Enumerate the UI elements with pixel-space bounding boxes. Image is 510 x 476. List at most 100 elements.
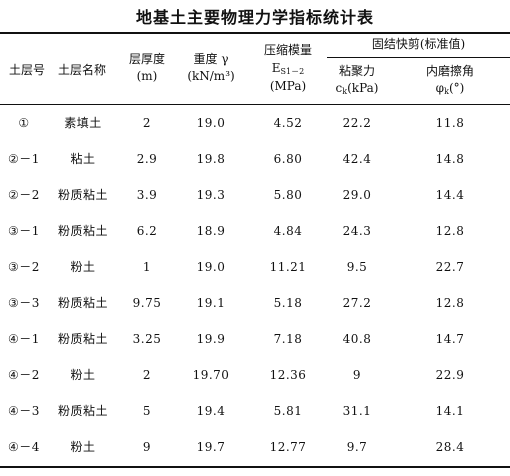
header-layer-name: 土层名称 (57, 63, 106, 77)
table-body: ① 素填土 2 19.0 4.52 22.2 11.8 ②－1 粘土 2.9 1… (0, 105, 510, 465)
cell-cohesion: 22.2 (342, 116, 372, 130)
cell-cohesion: 9.7 (346, 440, 368, 454)
table-row: ④－2 粉土 2 19.70 12.36 9 22.9 (0, 357, 510, 393)
cell-friction: 14.4 (435, 188, 465, 202)
cell-unit-weight: 19.0 (196, 260, 226, 274)
cell-layer-no: ④－4 (8, 440, 40, 454)
cell-unit-weight: 19.9 (196, 332, 226, 346)
cell-layer-no: ④－1 (8, 332, 40, 346)
table-title: 地基土主要物理力学指标统计表 (135, 8, 374, 27)
top-rule (0, 32, 510, 34)
table-row: ②－2 粉质粘土 3.9 19.3 5.80 29.0 14.4 (0, 177, 510, 213)
cell-cohesion: 9.5 (346, 260, 368, 274)
cohesion-symbol: c (335, 81, 343, 95)
cell-layer-name: 粉土 (70, 440, 96, 454)
table-row: ③－2 粉土 1 19.0 11.21 9.5 22.7 (0, 249, 510, 285)
cell-modulus: 5.18 (273, 296, 303, 310)
header-rule (0, 104, 510, 105)
cell-layer-name: 粉土 (70, 368, 96, 382)
cell-layer-no: ④－2 (8, 368, 40, 382)
table-row: ④－4 粉土 9 19.7 12.77 9.7 28.4 (0, 429, 510, 465)
header-friction-symbol-unit: φk(°) (400, 80, 500, 98)
modulus-symbol: E (271, 61, 281, 75)
cell-thickness: 1 (142, 260, 152, 274)
cell-thickness: 9 (142, 440, 152, 454)
header-friction: 内磨擦角 (425, 64, 474, 78)
cell-layer-name: 粉质粘土 (57, 188, 108, 202)
cell-friction: 22.9 (435, 368, 465, 382)
cell-unit-weight: 19.4 (196, 404, 226, 418)
cell-layer-name: 粉质粘土 (57, 296, 108, 310)
cell-layer-name: 素填土 (64, 116, 102, 130)
cohesion-subscript: k (342, 87, 348, 96)
modulus-subscript: S1－2 (280, 67, 305, 76)
shear-group-rule (327, 57, 510, 58)
header-thickness-unit: (m) (136, 69, 158, 83)
table-row: ③－3 粉质粘土 9.75 19.1 5.18 27.2 12.8 (0, 285, 510, 321)
header-cohesion: 粘聚力 (338, 64, 375, 78)
cell-unit-weight: 18.9 (196, 224, 226, 238)
cell-friction: 22.7 (435, 260, 465, 274)
cell-modulus: 5.80 (273, 188, 303, 202)
cell-modulus: 7.18 (273, 332, 303, 346)
cohesion-unit: (kPa) (347, 81, 379, 95)
cell-layer-no: ③－3 (8, 296, 40, 310)
cell-thickness: 5 (142, 404, 152, 418)
header-cohesion-symbol-unit: ck(kPa) (322, 80, 392, 98)
cell-cohesion: 31.1 (342, 404, 372, 418)
cell-friction: 12.8 (435, 296, 465, 310)
header-unit-weight: 重度 γ (193, 52, 229, 66)
friction-symbol: φ (435, 81, 445, 95)
cell-thickness: 3.9 (136, 188, 158, 202)
cell-cohesion: 24.3 (342, 224, 372, 238)
table-row: ④－3 粉质粘土 5 19.4 5.81 31.1 14.1 (0, 393, 510, 429)
header-modulus: 压缩模量 (263, 43, 312, 57)
cell-modulus: 12.36 (269, 368, 307, 382)
header-unit-weight-unit: (kN/m³) (187, 69, 235, 83)
table-row: ③－1 粉质粘土 6.2 18.9 4.84 24.3 12.8 (0, 213, 510, 249)
cell-layer-name: 粉土 (70, 260, 96, 274)
friction-subscript: k (444, 87, 449, 96)
cell-friction: 14.7 (435, 332, 465, 346)
cell-thickness: 2 (142, 368, 152, 382)
cell-layer-no: ②－1 (8, 152, 40, 166)
cell-modulus: 12.77 (269, 440, 307, 454)
cell-cohesion: 40.8 (342, 332, 372, 346)
cell-thickness: 9.75 (132, 296, 162, 310)
cell-modulus: 5.81 (273, 404, 303, 418)
cell-cohesion: 29.0 (342, 188, 372, 202)
cell-layer-no: ②－2 (8, 188, 40, 202)
cell-unit-weight: 19.7 (196, 440, 226, 454)
cell-layer-no: ① (18, 116, 30, 130)
cell-unit-weight: 19.1 (196, 296, 226, 310)
table-row: ① 素填土 2 19.0 4.52 22.2 11.8 (0, 105, 510, 141)
cell-friction: 12.8 (435, 224, 465, 238)
cell-modulus: 11.21 (269, 260, 307, 274)
cell-layer-name: 粉质粘土 (57, 332, 108, 346)
cell-thickness: 2 (142, 116, 152, 130)
cell-unit-weight: 19.8 (196, 152, 226, 166)
cell-cohesion: 9 (352, 368, 362, 382)
cell-layer-no: ③－2 (8, 260, 40, 274)
cell-layer-no: ④－3 (8, 404, 40, 418)
cell-thickness: 6.2 (136, 224, 158, 238)
cell-layer-name: 粉质粘土 (57, 404, 108, 418)
table-row: ②－1 粘土 2.9 19.8 6.80 42.4 14.8 (0, 141, 510, 177)
header-thickness: 层厚度 (128, 52, 165, 66)
cell-layer-name: 粉质粘土 (57, 224, 108, 238)
cell-unit-weight: 19.0 (196, 116, 226, 130)
cell-cohesion: 27.2 (342, 296, 372, 310)
cell-thickness: 3.25 (132, 332, 162, 346)
table-row: ④－1 粉质粘土 3.25 19.9 7.18 40.8 14.7 (0, 321, 510, 357)
cell-thickness: 2.9 (136, 152, 158, 166)
cell-unit-weight: 19.70 (192, 368, 230, 382)
cell-modulus: 6.80 (273, 152, 303, 166)
cell-modulus: 4.84 (273, 224, 303, 238)
header-modulus-symbol: ES1－2 (252, 60, 324, 78)
header-shear-group: 固结快剪(标准值) (371, 37, 466, 51)
cell-friction: 14.1 (435, 404, 465, 418)
cell-friction: 11.8 (435, 116, 465, 130)
cell-friction: 28.4 (435, 440, 465, 454)
cell-modulus: 4.52 (273, 116, 303, 130)
bottom-rule (0, 466, 510, 468)
